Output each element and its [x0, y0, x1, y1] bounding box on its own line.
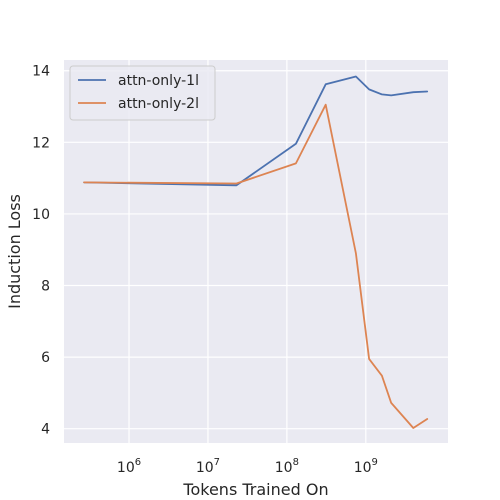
- x-axis-ticks: 106 107 108 109: [117, 457, 378, 476]
- y-axis-ticks: 4 6 8 10 12 14: [32, 64, 50, 438]
- grid: [64, 60, 448, 443]
- x-tick-label: 106: [117, 457, 141, 476]
- series-line-attn-only-2l: [83, 103, 429, 429]
- y-tick-label: 10: [32, 207, 50, 223]
- y-tick-label: 4: [41, 422, 50, 438]
- y-axis-label: Induction Loss: [5, 194, 24, 309]
- x-tick-label: 109: [354, 457, 378, 476]
- y-tick-label: 12: [32, 135, 50, 151]
- legend-label-attn-only-2l: attn-only-2l: [118, 96, 199, 112]
- y-tick-label: 8: [41, 279, 50, 295]
- y-tick-label: 6: [41, 350, 50, 366]
- legend-box: [69, 65, 216, 121]
- x-tick-label: 107: [196, 457, 220, 476]
- legend: attn-only-1l attn-only-2l: [69, 65, 216, 121]
- y-tick-label: 14: [32, 64, 50, 80]
- x-tick-label: 108: [275, 457, 299, 476]
- legend-label-attn-only-1l: attn-only-1l: [118, 73, 199, 89]
- x-axis-label: Tokens Trained On: [182, 480, 328, 499]
- series-lines: [83, 75, 429, 429]
- series-line-attn-only-1l: [83, 75, 429, 187]
